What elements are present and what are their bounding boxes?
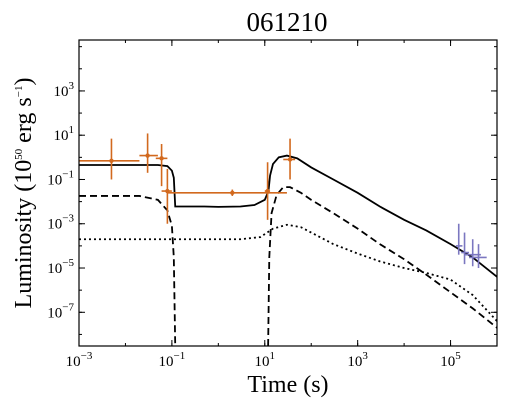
x-axis-label: Time (s) bbox=[247, 372, 328, 398]
solid-curve bbox=[79, 154, 498, 278]
y-axis-label: Luminosity (1050 erg s−1) bbox=[11, 78, 37, 309]
y-tick-label: 10−3 bbox=[47, 213, 74, 233]
model-curves bbox=[79, 154, 498, 347]
y-tick-label: 10−5 bbox=[47, 257, 74, 277]
y-tick-label: 101 bbox=[54, 124, 75, 144]
x-tick-label: 103 bbox=[347, 350, 368, 370]
x-tick-label: 10−1 bbox=[159, 350, 186, 370]
y-tick-label: 103 bbox=[54, 80, 75, 100]
plot-frame bbox=[78, 39, 498, 347]
y-axis-ticks: 10−7 10−5 10−3 10−1 101 103 bbox=[47, 46, 497, 335]
data-markers bbox=[79, 133, 487, 269]
orange-data-point bbox=[161, 168, 172, 224]
orange-data-point bbox=[139, 133, 158, 173]
x-tick-label: 105 bbox=[440, 350, 461, 370]
orange-data-point bbox=[155, 144, 168, 187]
dashed-curve-2 bbox=[267, 186, 498, 347]
chart-title: 061210 bbox=[247, 7, 328, 37]
y-tick-label: 10−1 bbox=[47, 168, 74, 188]
x-axis-ticks: 10−3 10−1 101 103 105 bbox=[66, 40, 498, 370]
orange-data-point bbox=[264, 162, 271, 220]
dashed-curve bbox=[79, 195, 177, 347]
orange-data-point bbox=[283, 138, 296, 180]
y-tick-label: 10−7 bbox=[47, 301, 74, 321]
purple-data-point bbox=[455, 223, 463, 255]
orange-data-point bbox=[79, 138, 140, 180]
x-tick-label: 10−3 bbox=[66, 350, 93, 370]
plot-area: 10−3 10−1 101 103 105 10−7 10−5 10−3 10−1 101 103 bbox=[47, 39, 498, 370]
purple-data-point bbox=[461, 232, 470, 265]
dotted-curve bbox=[79, 223, 498, 322]
x-tick-label: 101 bbox=[255, 350, 276, 370]
purple-data-point bbox=[469, 244, 487, 269]
